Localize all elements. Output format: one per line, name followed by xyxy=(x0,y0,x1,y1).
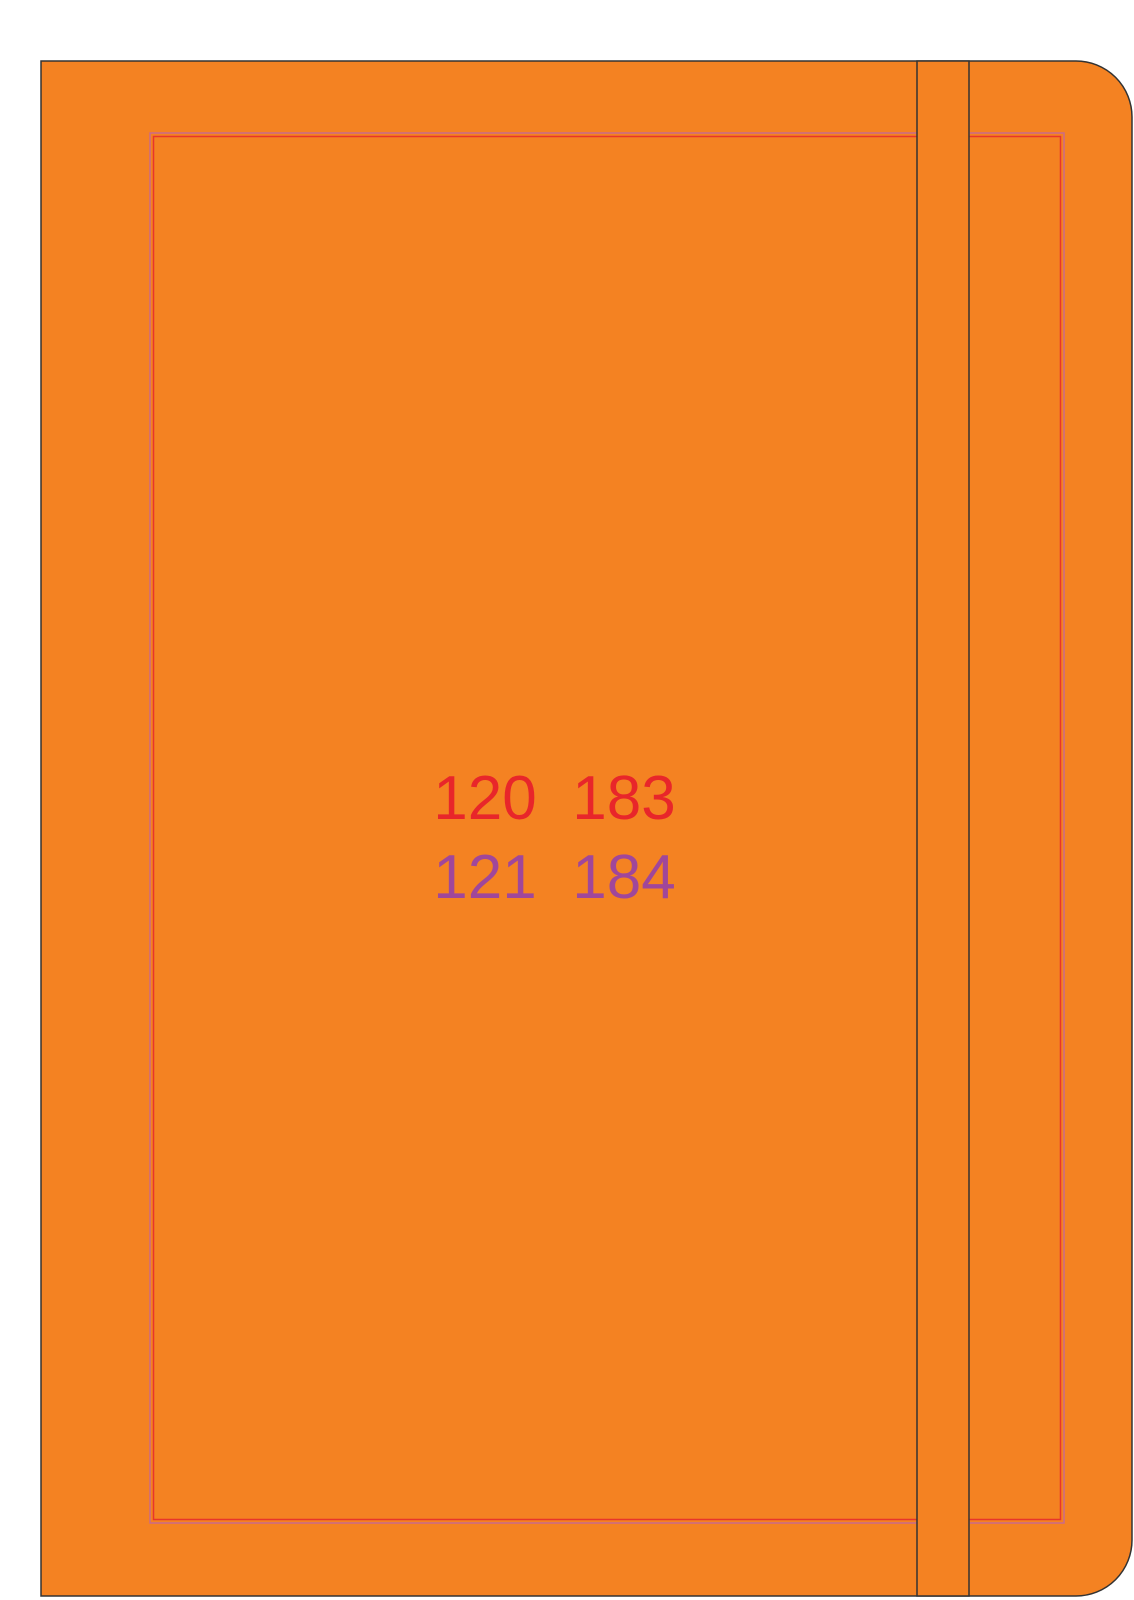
code: 120 xyxy=(433,764,536,833)
code: 184 xyxy=(572,843,675,912)
code: 121 xyxy=(433,843,536,912)
cover xyxy=(40,60,1133,1597)
code: 183 xyxy=(572,764,675,833)
elastic-band xyxy=(916,60,970,1597)
inner-frame xyxy=(152,135,1062,1521)
outer-frame xyxy=(149,132,1065,1524)
